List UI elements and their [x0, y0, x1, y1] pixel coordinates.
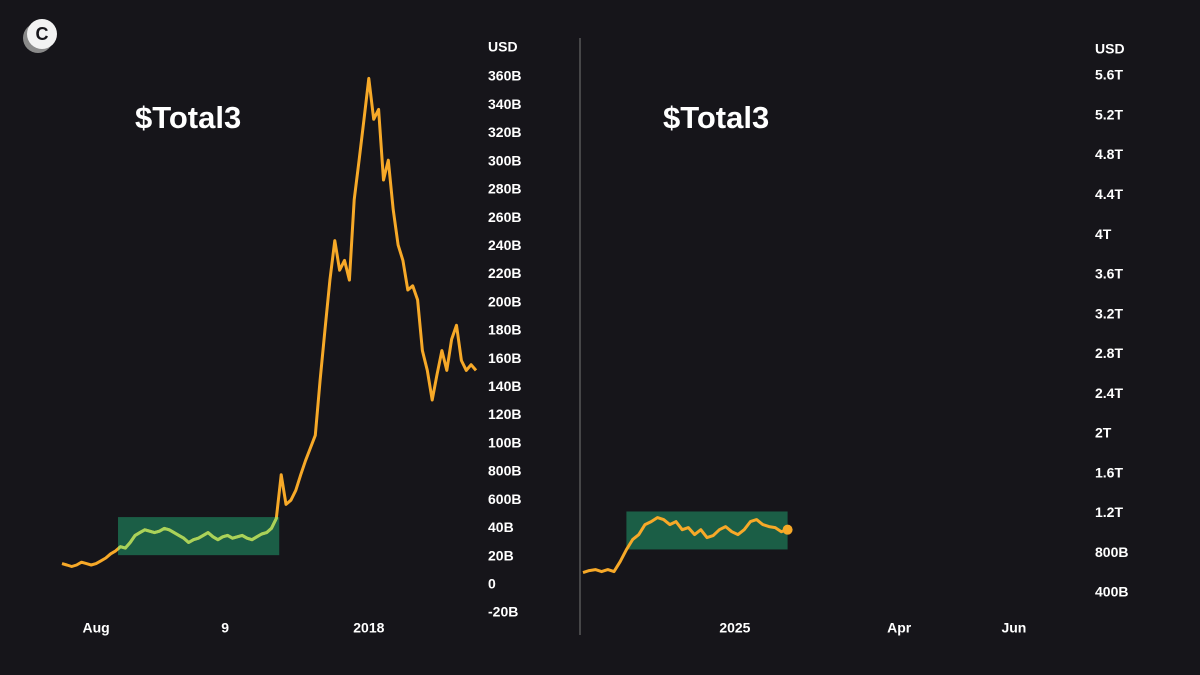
highlight-box	[626, 511, 788, 550]
y-tick-label: 800B	[488, 463, 521, 479]
x-tick-label: 2018	[353, 620, 384, 636]
y-tick-label: 2T	[1095, 425, 1112, 441]
line	[582, 516, 789, 575]
y-tick-label: 600B	[488, 491, 521, 507]
y-tick-label: 2.4T	[1095, 385, 1123, 401]
y-tick-label: 120B	[488, 406, 521, 422]
y-tick-label: 0	[488, 575, 496, 591]
y-tick-label: 1.6T	[1095, 464, 1123, 480]
logo-circle	[27, 19, 57, 49]
y-tick-label: 5.6T	[1095, 67, 1123, 83]
x-tick-label: Apr	[887, 620, 912, 636]
y-tick-label: 4.4T	[1095, 186, 1123, 202]
y-tick-label: 800B	[1095, 544, 1128, 560]
y-tick-label: 180B	[488, 322, 521, 338]
y-tick-label: 4.8T	[1095, 146, 1123, 162]
highlight-line	[118, 517, 278, 551]
end-marker	[782, 524, 793, 535]
y-tick-label: 20B	[488, 547, 514, 563]
x-tick-label: 9	[221, 620, 229, 636]
y-tick-label: -20B	[488, 604, 518, 620]
y-tick-label: 160B	[488, 350, 521, 366]
y-tick-label: 3.2T	[1095, 305, 1123, 321]
y-tick-label: 220B	[488, 265, 521, 281]
y-tick-label: 40B	[488, 519, 514, 535]
y-tick-label: 200B	[488, 293, 521, 309]
y-tick-label: 1.2T	[1095, 504, 1123, 520]
y-tick-label: 320B	[488, 124, 521, 140]
highlight-box	[118, 517, 280, 556]
logo-letter: C	[36, 24, 49, 44]
y-tick-label: 140B	[488, 378, 521, 394]
y-tick-label: 2.8T	[1095, 345, 1123, 361]
y-tick-label: 300B	[488, 152, 521, 168]
y-tick-label: 400B	[1095, 584, 1128, 600]
x-tick-label: 2025	[719, 620, 750, 636]
y-tick-label: 240B	[488, 237, 521, 253]
y-tick-label: 340B	[488, 96, 521, 112]
y-tick-label: 3.6T	[1095, 266, 1123, 282]
y-axis-label: USD	[488, 39, 518, 55]
y-axis-label: USD	[1095, 41, 1125, 57]
x-tick-label: Aug	[82, 620, 109, 636]
x-tick-label: Jun	[1001, 620, 1026, 636]
chart-title: $Total3	[135, 100, 241, 135]
y-tick-label: 5.2T	[1095, 106, 1123, 122]
y-tick-label: 360B	[488, 68, 521, 84]
y-tick-label: 280B	[488, 181, 521, 197]
chart-title: $Total3	[663, 100, 769, 135]
y-tick-label: 100B	[488, 434, 521, 450]
y-tick-label: 260B	[488, 209, 521, 225]
logo: C	[23, 19, 57, 53]
y-tick-label: 4T	[1095, 226, 1112, 242]
